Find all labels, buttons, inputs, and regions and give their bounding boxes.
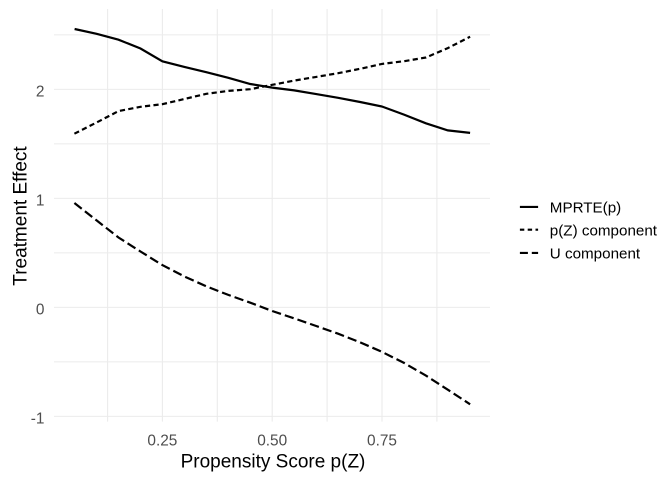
svg-text:1: 1 (36, 192, 45, 209)
svg-text:2: 2 (36, 83, 45, 100)
svg-text:Propensity Score p(Z): Propensity Score p(Z) (181, 451, 366, 472)
svg-text:0.50: 0.50 (257, 433, 287, 450)
svg-text:Treatment Effect: Treatment Effect (11, 146, 32, 286)
svg-text:U component: U component (550, 246, 641, 263)
svg-text:0: 0 (36, 301, 45, 318)
svg-text:0.25: 0.25 (147, 433, 177, 450)
svg-text:-1: -1 (31, 410, 45, 427)
svg-text:MPRTE(p): MPRTE(p) (550, 200, 621, 217)
svg-text:0.75: 0.75 (367, 433, 397, 450)
svg-text:p(Z) component: p(Z) component (550, 223, 658, 240)
